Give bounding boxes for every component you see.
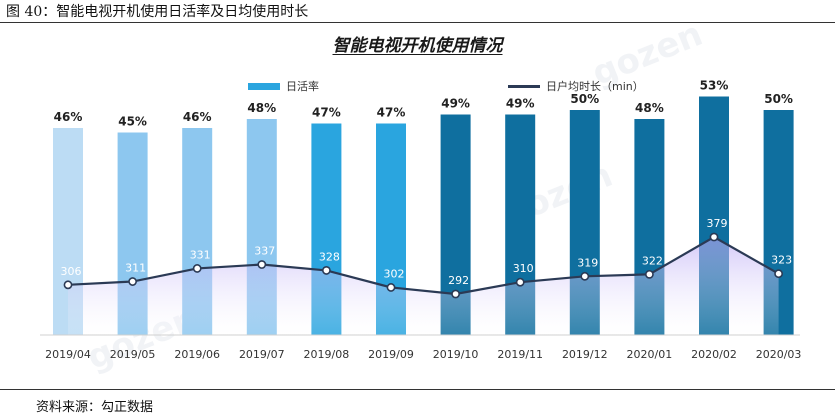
line-value-label: 337 (254, 245, 275, 258)
legend-label-bar: 日活率 (286, 80, 319, 93)
x-tick-label: 2019/11 (497, 348, 543, 361)
x-tick-label: 2019/10 (433, 348, 479, 361)
line-point (63, 280, 73, 290)
top-rule (0, 22, 835, 23)
source-note: 资料来源：勾正数据 (36, 400, 154, 415)
line-point (645, 269, 654, 279)
bar-value-label: 53% (700, 79, 729, 93)
line-value-label: 331 (190, 248, 211, 261)
x-tick-label: 2019/04 (45, 348, 91, 361)
line-area (68, 237, 779, 335)
line-point (386, 283, 396, 292)
line-value-label: 328 (319, 250, 340, 263)
series-line (67, 235, 780, 296)
bar-value-label: 49% (441, 97, 470, 111)
bar-value-label: 48% (635, 101, 664, 115)
line-value-label: 311 (125, 262, 146, 275)
bar-value-label: 45% (118, 115, 147, 129)
legend-swatch-bar (248, 82, 280, 90)
line-point (580, 271, 590, 281)
bar-value-label: 47% (312, 106, 341, 120)
line-value-label: 306 (61, 265, 82, 278)
bar-value-label: 46% (183, 110, 212, 124)
legend-label-line: 日户均时长（min） (546, 80, 644, 93)
bar-value-label: 50% (570, 92, 599, 106)
line-value-label: 310 (513, 262, 534, 275)
bar-value-label: 47% (377, 106, 406, 120)
x-tick-label: 2019/09 (368, 348, 414, 361)
line-point (128, 277, 137, 286)
bottom-rule (0, 389, 835, 390)
chart-title: 智能电视开机使用情况 (332, 36, 503, 56)
bar-value-label: 49% (506, 97, 535, 111)
bar-value-label: 50% (764, 92, 793, 106)
legend-item-bar: 日活率 (248, 78, 319, 94)
line-value-label: 319 (577, 256, 598, 269)
line-point (774, 269, 783, 279)
figure-caption: 图 40：智能电视开机使用日活率及日均使用时长 (6, 4, 309, 20)
line-point (515, 277, 525, 287)
bar-value-label: 46% (54, 110, 83, 124)
x-tick-label: 2019/08 (304, 348, 350, 361)
line-point (257, 260, 267, 269)
line-point (192, 264, 202, 273)
line-point (451, 289, 460, 299)
x-tick-label: 2019/05 (110, 348, 156, 361)
x-tick-label: 2020/02 (691, 348, 737, 361)
line-point (709, 232, 719, 242)
line-value-label: 322 (642, 254, 663, 267)
x-tick-label: 2020/03 (756, 348, 802, 361)
line-point (321, 266, 331, 275)
x-tick-label: 2019/06 (174, 348, 220, 361)
x-tick-label: 2019/12 (562, 348, 608, 361)
legend-swatch-line (508, 84, 540, 88)
legend-item-line: 日户均时长（min） (508, 78, 644, 94)
line-value-label: 323 (771, 254, 792, 267)
line-value-label: 302 (384, 267, 405, 280)
line-value-label: 379 (707, 217, 728, 230)
line-value-label: 292 (448, 274, 469, 287)
x-tick-label: 2020/01 (627, 348, 673, 361)
x-tick-label: 2019/07 (239, 348, 285, 361)
bar-value-label: 48% (247, 101, 276, 115)
